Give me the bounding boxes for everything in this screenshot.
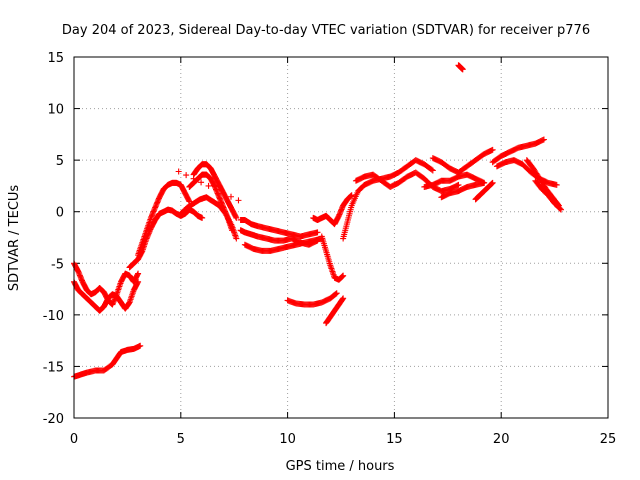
series-seg-x xyxy=(493,157,560,188)
series-seg-l xyxy=(241,235,325,254)
data-point xyxy=(183,172,190,179)
grid-lines xyxy=(74,57,608,418)
data-point xyxy=(135,270,142,277)
y-tick-label: 0 xyxy=(56,206,64,221)
series-seg-e xyxy=(126,206,206,271)
y-tick-labels: 15 10 5 0 -5 -10 -15 -20 xyxy=(43,51,64,427)
data-point xyxy=(213,186,220,193)
x-tick-labels: 0 5 10 15 20 25 xyxy=(70,432,616,447)
series-seg-i xyxy=(175,168,242,204)
series-seg-h xyxy=(177,194,240,242)
data-point xyxy=(137,342,144,349)
y-tick-label: -15 xyxy=(43,360,64,375)
data-point xyxy=(455,181,462,188)
data-point xyxy=(489,179,496,186)
series-seg-w xyxy=(489,136,547,166)
data-point xyxy=(199,214,206,221)
data-points xyxy=(71,62,565,380)
data-point xyxy=(540,136,547,143)
data-point xyxy=(333,290,340,297)
y-tick-label: -10 xyxy=(43,309,64,324)
x-tick-label: 0 xyxy=(70,432,78,447)
data-point xyxy=(233,214,240,221)
series-seg-j xyxy=(237,216,321,240)
data-point xyxy=(553,181,560,188)
data-point xyxy=(190,175,197,182)
series-seg-z xyxy=(532,177,565,213)
data-point xyxy=(235,197,242,204)
plot-frame xyxy=(73,56,609,419)
data-point xyxy=(233,235,240,242)
x-tick-label: 15 xyxy=(386,432,403,447)
series-seg-o xyxy=(323,295,347,327)
x-axis-label: GPS time / hours xyxy=(286,459,395,474)
x-tick-label: 5 xyxy=(177,432,185,447)
series-seg-d xyxy=(135,179,193,259)
data-point xyxy=(175,168,182,175)
x-tick-label: 10 xyxy=(279,432,296,447)
series-outlier xyxy=(455,62,466,73)
series-seg-c xyxy=(71,342,144,380)
data-point xyxy=(314,229,321,236)
series-seg-p xyxy=(310,192,355,228)
x-tick-label: 25 xyxy=(600,432,617,447)
series-seg-n xyxy=(318,233,347,283)
y-tick-label: 10 xyxy=(47,103,64,118)
chart-title: Day 204 of 2023, Sidereal Day-to-day VTE… xyxy=(62,23,590,38)
data-point xyxy=(428,166,435,173)
data-point xyxy=(481,179,488,186)
series-seg-v xyxy=(472,179,496,203)
data-point xyxy=(332,290,339,297)
data-point xyxy=(459,66,466,73)
axis-ticks xyxy=(73,56,609,419)
x-tick-label: 20 xyxy=(493,432,510,447)
y-axis-label: SDTVAR / TECUs xyxy=(7,185,22,292)
data-point xyxy=(558,206,565,213)
data-point xyxy=(340,295,347,302)
data-point xyxy=(557,205,564,212)
series-seg-t xyxy=(429,146,496,176)
y-tick-label: 15 xyxy=(47,51,64,66)
y-tick-label: -20 xyxy=(43,412,64,427)
data-point xyxy=(220,190,227,197)
y-tick-label: -5 xyxy=(51,257,64,272)
data-point xyxy=(340,272,347,279)
data-point xyxy=(205,182,212,189)
series-seg-m xyxy=(284,290,340,308)
y-tick-label: 5 xyxy=(56,154,64,169)
data-point xyxy=(198,179,205,186)
data-point xyxy=(429,167,436,174)
series-seg-q xyxy=(340,157,436,242)
data-point xyxy=(489,146,496,153)
data-point xyxy=(227,193,234,200)
series-seg-u xyxy=(438,179,488,201)
